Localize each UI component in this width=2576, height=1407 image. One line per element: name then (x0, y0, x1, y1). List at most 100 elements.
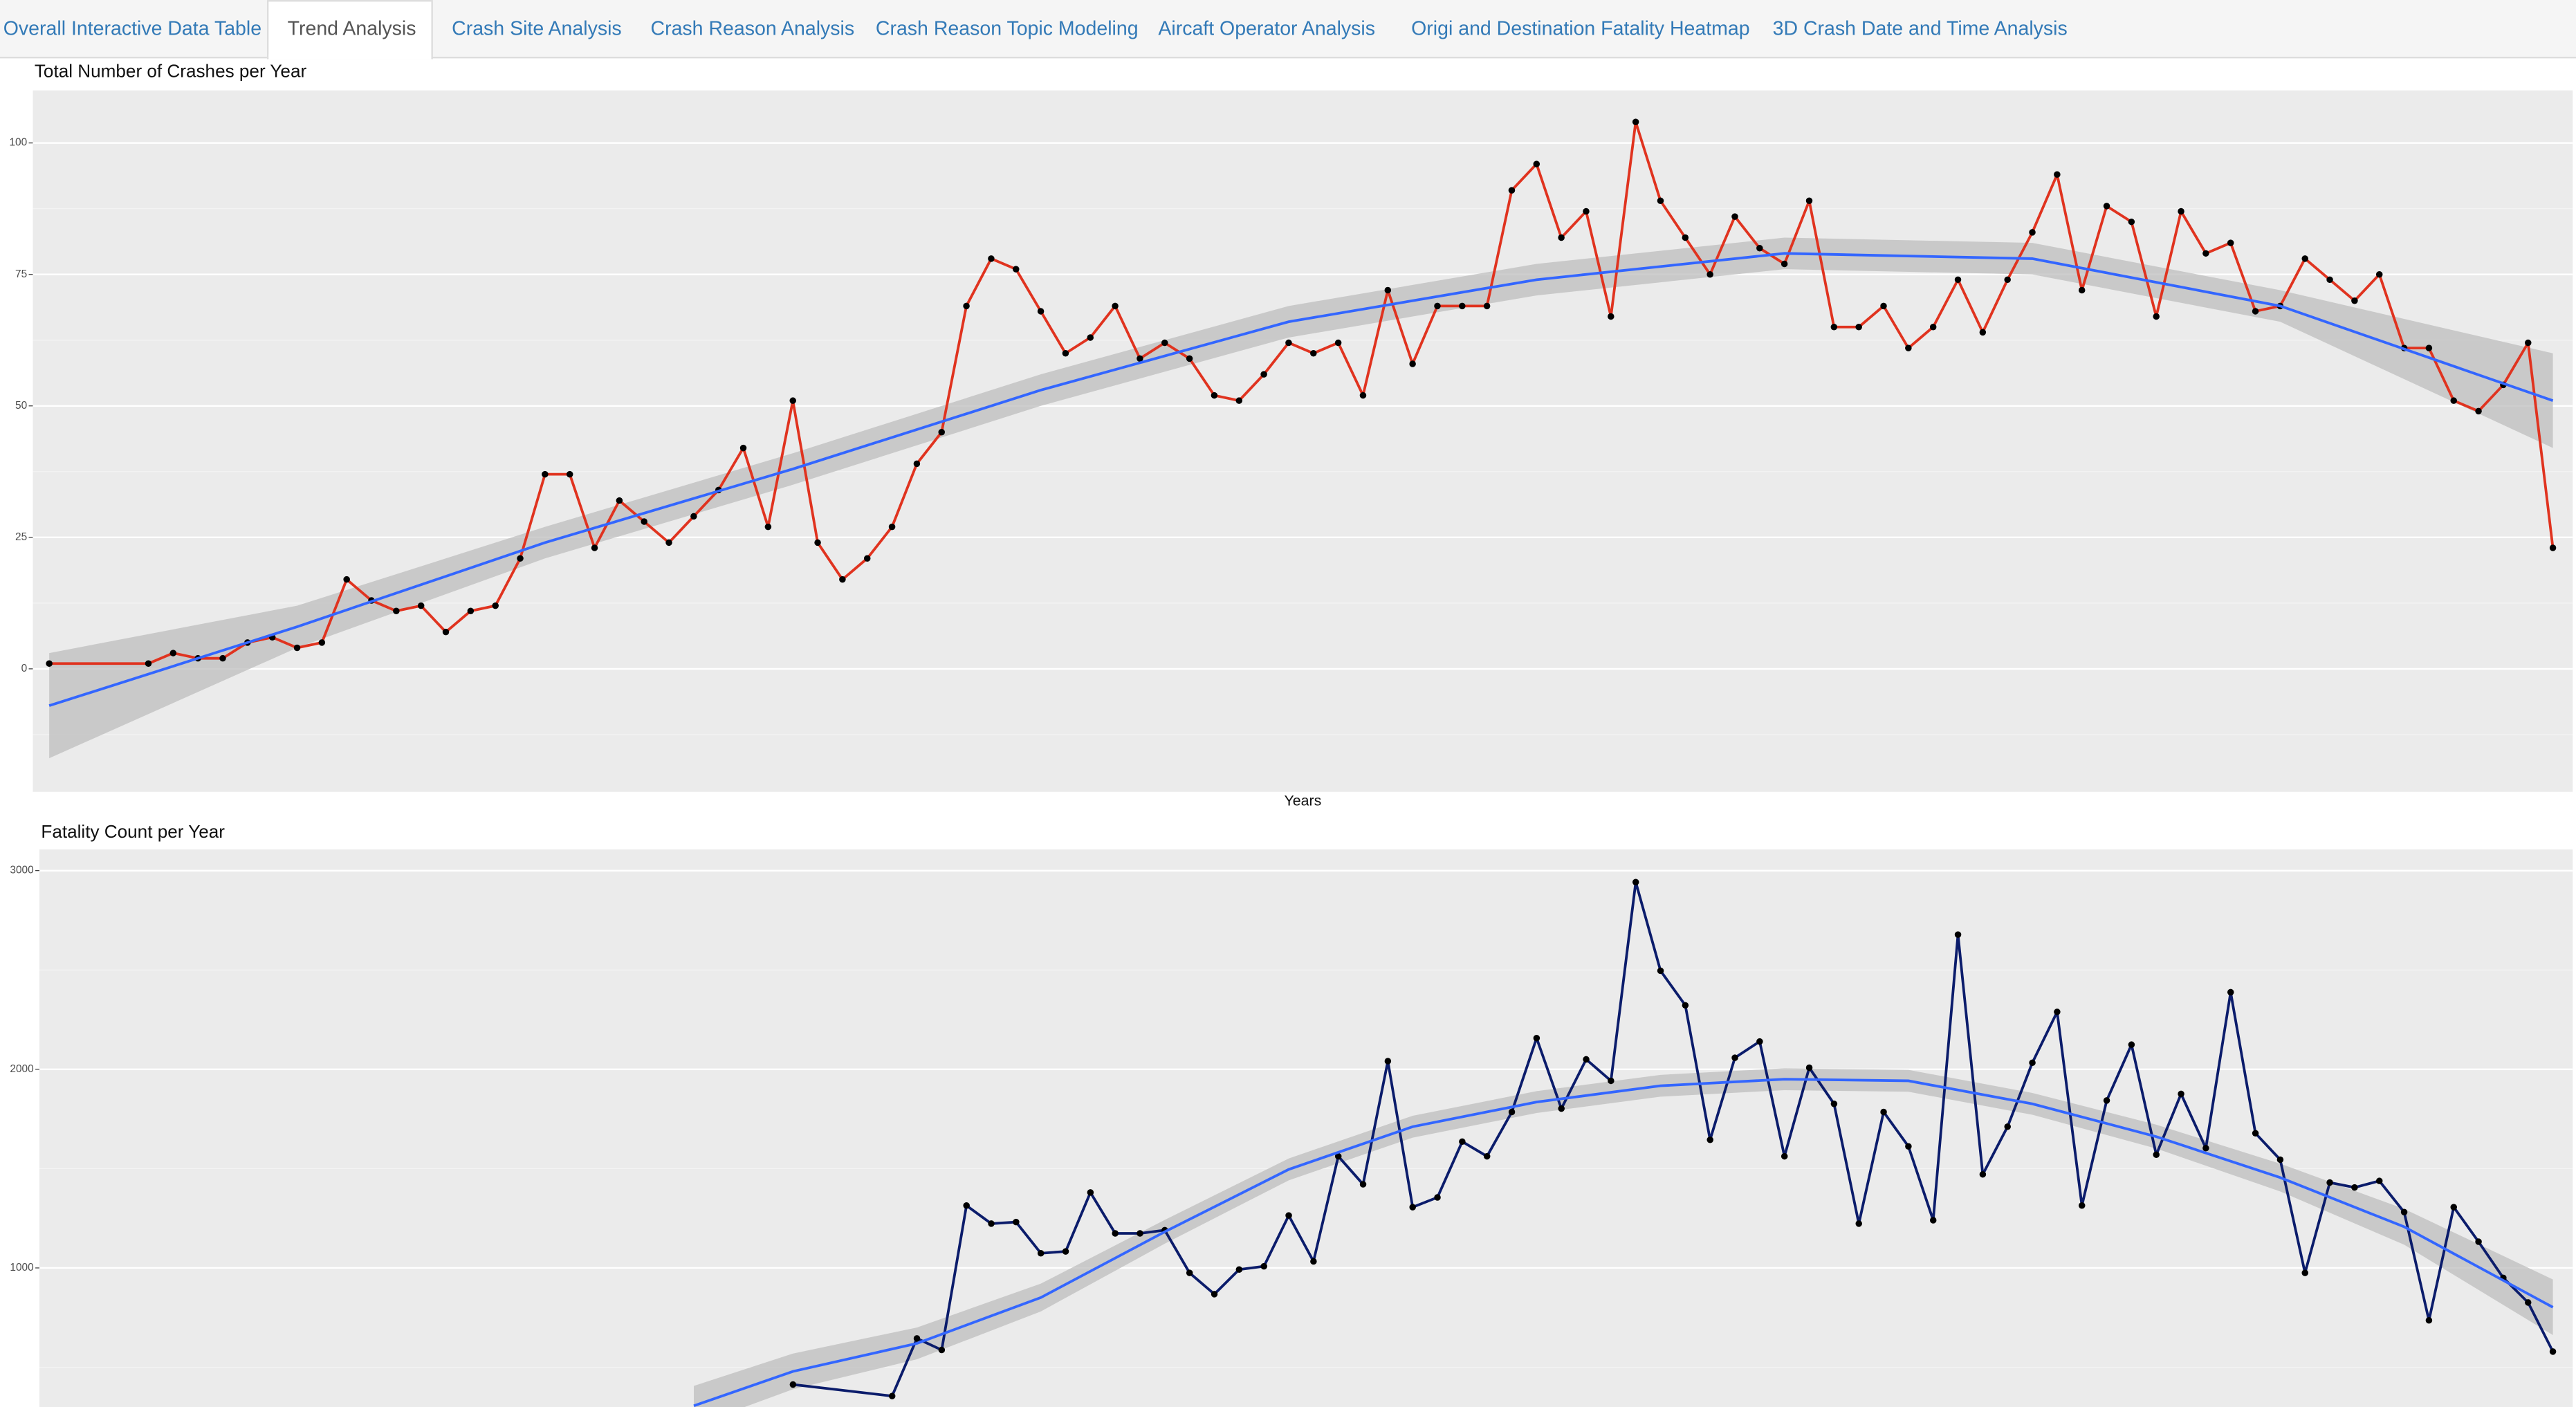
data-point (1409, 360, 1416, 367)
data-point (1285, 1212, 1292, 1219)
data-point (1087, 334, 1094, 341)
data-point (1211, 1291, 1218, 1298)
data-point (2475, 1238, 2482, 1245)
tab[interactable]: Trend Analysis (266, 0, 433, 59)
data-point (1161, 339, 1168, 347)
data-point (591, 544, 598, 551)
data-point (938, 429, 945, 436)
tab-label[interactable]: Crash Reason Analysis (651, 17, 855, 39)
data-point (2227, 239, 2234, 246)
tab-label[interactable]: Overall Interactive Data Table (3, 17, 261, 39)
data-point (2029, 1059, 2036, 1067)
data-point (2425, 344, 2433, 351)
data-point (888, 1392, 896, 1399)
data-point (1929, 323, 1937, 331)
tab-label[interactable]: Crash Reason Topic Modeling (876, 17, 1139, 39)
data-point (2054, 171, 2061, 178)
data-point (1137, 355, 1143, 362)
data-point (1880, 302, 1887, 310)
plot-panel (33, 90, 2573, 792)
data-point (641, 518, 647, 525)
data-point (913, 1335, 921, 1342)
data-point (1830, 323, 1838, 331)
data-point (2549, 544, 2557, 551)
tab-label[interactable]: Crash Site Analysis (452, 17, 622, 39)
data-point (2524, 1299, 2532, 1306)
data-point (2178, 1090, 2184, 1098)
data-point (1013, 1218, 1020, 1226)
tab[interactable]: Aircaft Operator Analysis (1158, 17, 1375, 39)
tab-active-cover (268, 54, 432, 59)
data-point (1731, 1054, 1738, 1061)
data-point (963, 1202, 970, 1209)
data-point (1310, 350, 1317, 357)
data-point (888, 523, 896, 531)
tab-label[interactable]: Aircaft Operator Analysis (1158, 17, 1375, 39)
data-point (2153, 313, 2160, 320)
data-point (1558, 1105, 1565, 1112)
data-point (2004, 1123, 2011, 1130)
data-point (393, 607, 400, 615)
data-point (1434, 302, 1441, 310)
data-point (1632, 118, 1639, 126)
data-point (1979, 329, 1987, 336)
data-point (1260, 1262, 1267, 1270)
y-tick-label: 2000 (10, 1063, 33, 1075)
tab[interactable]: Crash Site Analysis (452, 17, 622, 39)
tab[interactable]: Crash Reason Topic Modeling (876, 17, 1139, 39)
x-axis-label: Years (1284, 793, 1321, 809)
data-point (1285, 339, 1292, 347)
data-point (616, 497, 623, 504)
tab-label[interactable]: 3D Crash Date and Time Analysis (1773, 17, 2068, 39)
tab[interactable]: Overall Interactive Data Table (3, 17, 261, 39)
data-point (1186, 1269, 1193, 1276)
data-point (1731, 213, 1738, 220)
data-point (2549, 1348, 2557, 1355)
data-point (789, 397, 796, 404)
tab-label[interactable]: Origi and Destination Fatality Heatmap (1411, 17, 1749, 39)
data-point (318, 639, 326, 646)
smooth-line (48, 252, 2554, 707)
data-point (1087, 1189, 1094, 1196)
data-point (2103, 1097, 2110, 1104)
data-point (1235, 397, 1243, 404)
data-point (145, 660, 152, 668)
data-point (492, 602, 499, 609)
tab[interactable]: Crash Reason Analysis (651, 17, 855, 39)
data-point (2252, 1130, 2259, 1137)
data-point (1756, 244, 1763, 252)
data-point (542, 470, 549, 478)
data-point (1260, 371, 1267, 378)
tab[interactable]: Origi and Destination Fatality Heatmap (1411, 17, 1749, 39)
data-point (2450, 1204, 2457, 1211)
data-point (1583, 1056, 1590, 1063)
data-point (1062, 350, 1069, 357)
data-point (2128, 1041, 2135, 1048)
data-point (1037, 308, 1045, 315)
y-tick-label: 0 (21, 663, 28, 674)
tab-active-bg (266, 0, 433, 59)
data-point (442, 628, 450, 636)
data-point (1533, 160, 1540, 167)
tab[interactable]: 3D Crash Date and Time Analysis (1773, 17, 2068, 39)
plot-area (33, 118, 2573, 759)
data-point (1211, 392, 1218, 399)
chart: Fatality Count per Year 1000 2000 3000 (10, 821, 2573, 1407)
data-point (2400, 1208, 2408, 1216)
data-point (1459, 1138, 1466, 1146)
data-point (764, 523, 772, 531)
data-point (1235, 1266, 1243, 1273)
data-point (1384, 1058, 1392, 1065)
data-point (839, 576, 846, 583)
data-point (1112, 1230, 1119, 1237)
data-point (1508, 1108, 1516, 1116)
tab-label[interactable]: Trend Analysis (288, 17, 416, 39)
data-point (1508, 187, 1516, 194)
data-point (1186, 355, 1193, 362)
data-point (1409, 1204, 1416, 1211)
data-point (1706, 1136, 1713, 1143)
data-point (1954, 931, 1962, 938)
y-tick-label: 3000 (10, 865, 33, 876)
data-point (417, 602, 425, 609)
